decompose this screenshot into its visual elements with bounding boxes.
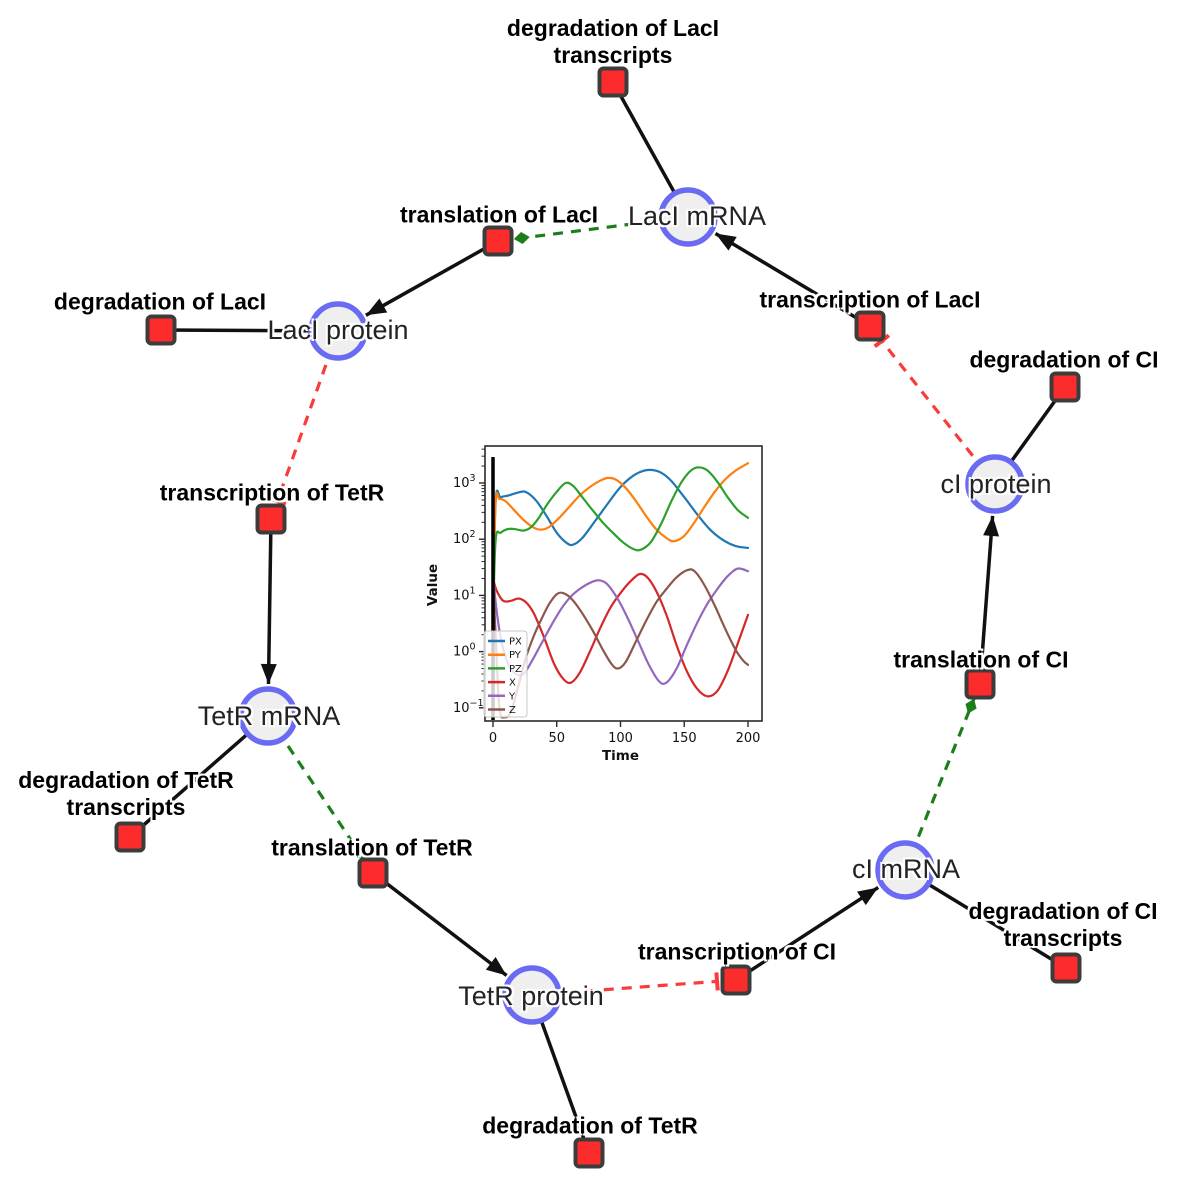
plot-legend: PX PY PZ XYZ [483, 630, 528, 718]
reaction-node-translation-ci[interactable] [964, 668, 996, 700]
edge-translation-ci-to-ci-protein-product [978, 515, 1000, 685]
plot-area: 0 50 100 150 20010−1100101102103TimeValuePXP… [425, 445, 763, 764]
species-node-tetr-protein[interactable] [502, 965, 562, 1025]
edge-transcription-ci-to-ci-mrna-product [735, 885, 880, 982]
y-tick-label: 10−1 [453, 698, 484, 716]
axes-box [484, 445, 763, 722]
reaction-node-transcription-laci[interactable] [854, 310, 886, 342]
y-tick-label: 103 [453, 473, 476, 491]
x-axis-label: Time [602, 748, 639, 764]
y-tick-label: 101 [453, 585, 476, 603]
edge-transcription-laci-to-laci-mrna-product [714, 231, 871, 328]
y-axis-label: Value [425, 564, 441, 606]
x-tick-label: 200 [736, 731, 761, 746]
x-tick-label: 0 [489, 731, 497, 746]
series-line-PY [491, 462, 750, 626]
edge-tetr-mrna-to-translation-tetr-modifier [266, 715, 366, 861]
species-node-tetr-mrna[interactable] [238, 686, 298, 746]
legend-entry-X: X [509, 678, 516, 689]
x-tick-label: 150 [672, 731, 697, 746]
reaction-node-degradation-laci-transcripts[interactable] [597, 66, 629, 98]
species-node-laci-mrna[interactable] [658, 187, 718, 247]
reaction-node-translation-laci[interactable] [482, 225, 514, 257]
x-tick-label: 100 [608, 731, 633, 746]
edge-tetr-mrna-to-degradation-tetr-transcripts-reactant [128, 714, 270, 839]
legend-entry-PX: PX [509, 637, 522, 648]
y-tick-label: 100 [453, 642, 476, 660]
edge-ci-protein-to-transcription-laci-inhibitor [873, 333, 997, 485]
edge-ci-mrna-to-translation-ci-modifier [903, 698, 977, 871]
legend-entry-PY: PY [509, 650, 522, 661]
reaction-node-degradation-tetr[interactable] [573, 1137, 605, 1169]
reaction-node-degradation-ci-transcripts[interactable] [1050, 952, 1082, 984]
species-node-laci-protein[interactable] [308, 301, 368, 361]
edge-translation-tetr-to-tetr-protein-product [371, 871, 508, 977]
edge-ci-mrna-to-degradation-ci-transcripts-reactant [904, 868, 1067, 970]
edge-laci-mrna-to-translation-laci-modifier [513, 215, 689, 244]
reaction-node-translation-tetr[interactable] [357, 857, 389, 889]
legend-entry-Y: Y [508, 691, 516, 702]
reaction-node-transcription-ci[interactable] [720, 964, 752, 996]
edge-tetr-protein-to-transcription-ci-inhibitor [531, 972, 720, 997]
y-tick-label: 102 [453, 529, 476, 547]
reaction-node-transcription-tetr[interactable] [255, 503, 287, 535]
legend-entry-PZ: PZ [509, 664, 522, 675]
reaction-node-degradation-laci[interactable] [145, 314, 177, 346]
edge-laci-protein-to-transcription-tetr-inhibitor [268, 330, 340, 507]
species-node-ci-protein[interactable] [965, 454, 1025, 514]
species-node-ci-mrna[interactable] [875, 840, 935, 900]
reaction-node-degradation-tetr-transcripts[interactable] [114, 821, 146, 853]
edge-translation-laci-to-laci-protein-product [365, 239, 499, 317]
edge-transcription-tetr-to-tetr-mrna-product [260, 518, 277, 685]
series-line-PZ [491, 466, 750, 626]
x-tick-label: 50 [548, 731, 565, 746]
reaction-node-degradation-ci[interactable] [1049, 371, 1081, 403]
legend-entry-Z: Z [509, 705, 516, 716]
series-line-X [491, 572, 750, 698]
